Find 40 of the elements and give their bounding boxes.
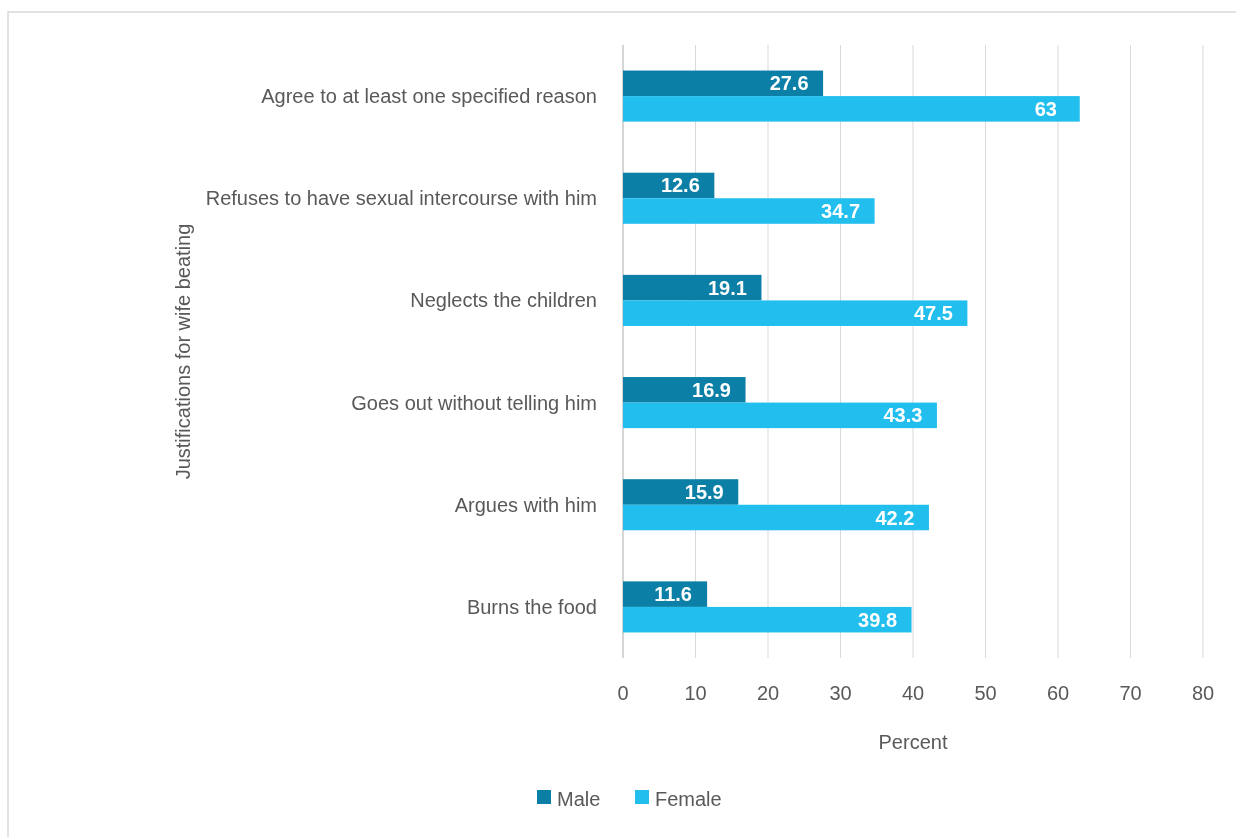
y-tick-label: Burns the food: [466, 595, 597, 618]
bar: [623, 377, 746, 403]
x-tick-label: 20: [756, 682, 780, 704]
data-label: 15.9: [684, 480, 724, 503]
bar: [623, 504, 929, 531]
x-tick-label: 50: [974, 682, 997, 704]
data-label: 27.6: [769, 72, 809, 95]
data-label: 34.7: [821, 200, 861, 223]
y-tick-label: Refuses to have sexual intercourse with him: [205, 187, 597, 210]
x-tick-label: 80: [1191, 682, 1215, 704]
x-tick-label: 10: [684, 682, 707, 704]
y-tick-label: Goes out without telling him: [351, 391, 597, 414]
bar: [623, 606, 912, 633]
data-label: 16.9: [692, 378, 731, 401]
legend-label: Male: [557, 788, 601, 810]
bar: [623, 96, 1080, 122]
y-axis-title: Justifications for wife beating: [172, 223, 194, 480]
bar: [623, 70, 824, 97]
x-tick-label: 40: [901, 682, 925, 704]
bar: [623, 402, 937, 429]
y-tick-label: Argues with him: [454, 493, 597, 516]
data-label: 63: [1034, 97, 1057, 120]
y-tick-label: Agree to at least one specified reason: [261, 85, 597, 108]
bar: [623, 198, 875, 224]
bar: [623, 479, 739, 505]
x-axis-title: Percent: [878, 731, 948, 753]
x-tick-label: 70: [1119, 682, 1142, 704]
x-tick-label: 30: [829, 682, 852, 704]
data-label: 43.3: [883, 404, 923, 427]
data-label: 12.6: [660, 174, 700, 197]
x-tick-label: 0: [617, 682, 629, 704]
data-label: 47.5: [913, 302, 953, 325]
data-label: 19.1: [708, 276, 747, 299]
y-tick-label: Neglects the children: [410, 289, 597, 312]
bar: [623, 300, 968, 326]
data-label: 39.8: [858, 608, 898, 631]
data-label: 11.6: [654, 583, 693, 606]
data-label: 42.2: [875, 506, 915, 529]
legend-label: Female: [655, 788, 722, 810]
x-tick-label: 60: [1046, 682, 1070, 704]
